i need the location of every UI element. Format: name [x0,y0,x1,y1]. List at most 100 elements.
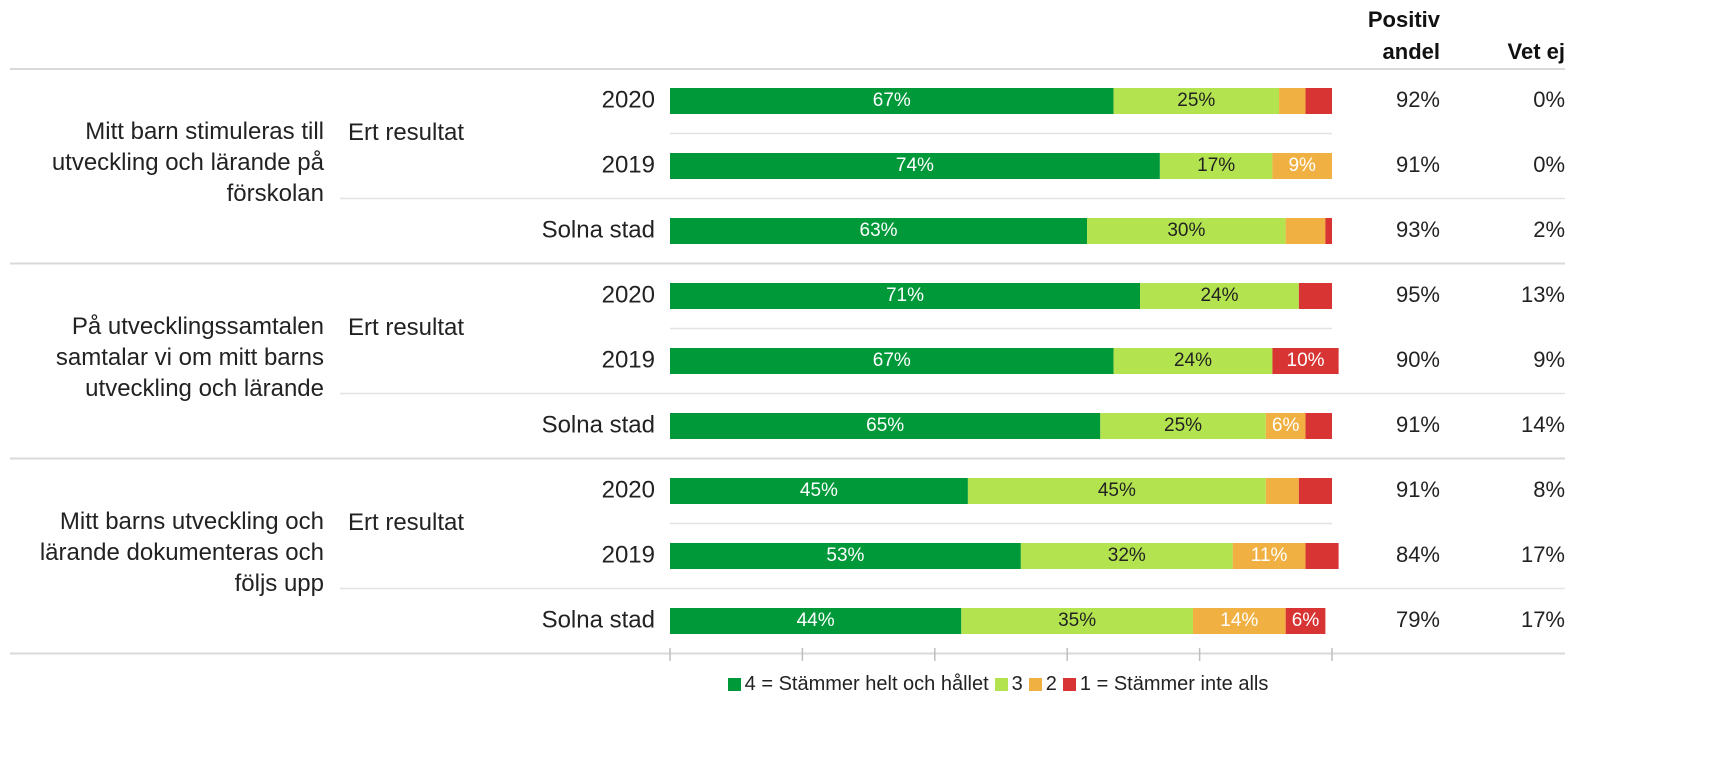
bar-segment [1298,283,1332,309]
bar-segment [1285,608,1326,634]
category-label: 2019 [602,151,655,178]
column-value: 79% [1396,607,1440,632]
bar-segment [1087,218,1286,244]
value-label: 14% [1220,610,1258,631]
value-label: 30% [1167,220,1205,241]
legend-item: 4 = Stämmer helt och hållet [727,673,989,696]
column-value: 8% [1533,477,1565,502]
bar-segment [1192,608,1286,634]
question-label: På utvecklingssamtalen samtalar vi om mi… [55,312,324,402]
value-label: 67% [873,90,911,111]
bar-segment [1100,413,1266,439]
legend-swatch [994,678,1008,691]
column-value: 91% [1396,412,1440,437]
column-value: 2% [1533,217,1565,242]
legend-label: 2 [1045,673,1057,695]
category-label: 2020 [602,281,655,308]
column-value: 93% [1396,217,1440,242]
bar-segment [1305,413,1332,439]
bar-segment [670,153,1160,179]
value-label: 6% [1292,610,1320,631]
bar-segment [670,543,1021,569]
legend-label: 1 = Stämmer inte alls [1079,673,1269,695]
bar-segment [1113,88,1280,114]
value-label: 10% [1287,350,1325,371]
sublabel: Ert resultat [348,119,464,146]
legend-label: 4 = Stämmer helt och hållet [744,673,989,695]
legend-swatch [1028,678,1042,691]
legend-swatch [727,678,741,691]
column-value: 17% [1521,542,1565,567]
value-label: 24% [1200,285,1238,306]
value-label: 9% [1288,155,1316,176]
category-label: 2020 [602,476,655,503]
value-label: 45% [800,480,838,501]
bar-segment [670,283,1141,309]
column-value: 95% [1396,282,1440,307]
value-label: 53% [826,545,864,566]
sublabel: Ert resultat [348,314,464,341]
column-value: 0% [1533,152,1565,177]
column-value: 14% [1521,412,1565,437]
category-label: Solna stad [542,411,655,438]
legend: 4 = Stämmer helt och hållet 3 2 1 = Stämmer… [0,673,1719,696]
value-label: 32% [1108,545,1146,566]
bar-segment [1272,348,1339,374]
value-label: 74% [896,155,934,176]
bar-segment [1265,413,1306,439]
bar-segment [670,218,1088,244]
bar-segment [670,88,1114,114]
value-label: 63% [860,220,898,241]
bar-segment [1305,88,1332,114]
bar-segment [961,608,1193,634]
column-value: 91% [1396,152,1440,177]
bar-segment [1298,478,1332,504]
value-label: 25% [1164,415,1202,436]
column-value: 17% [1521,607,1565,632]
column-value: 0% [1533,87,1565,112]
column-header: Positiv andel [1367,7,1440,64]
bar-segment [1232,543,1306,569]
question-label: Mitt barns utveckling och lärande dokume… [39,507,324,597]
bar-segment [1325,218,1332,244]
value-label: 25% [1177,90,1215,111]
value-label: 67% [873,350,911,371]
bar-segment [670,348,1114,374]
bar-segment [1265,478,1299,504]
category-label: Solna stad [542,606,655,633]
legend-item: 1 = Stämmer inte alls [1062,673,1269,696]
column-value: 9% [1533,347,1565,372]
column-value: 13% [1521,282,1565,307]
bar-segment [670,608,962,634]
bar-segment [1285,218,1326,244]
column-header: Vet ej [1507,39,1565,64]
value-label: 35% [1058,610,1096,631]
column-value: 92% [1396,87,1440,112]
column-value: 91% [1396,477,1440,502]
category-label: Solna stad [542,216,655,243]
category-label: 2019 [602,541,655,568]
bar-segment [967,478,1266,504]
question-label: Mitt barn stimuleras till utveckling och… [51,117,324,207]
bar-segment [1113,348,1273,374]
bar-segment [1159,153,1273,179]
value-label: 44% [797,610,835,631]
value-label: 65% [866,415,904,436]
bar-segment [1140,283,1299,309]
legend-item: 3 [994,673,1023,696]
legend-item: 2 [1028,673,1057,696]
category-label: 2020 [602,86,655,113]
bar-segment [1272,153,1332,179]
bar-segment [1020,543,1233,569]
column-value: 84% [1396,542,1440,567]
value-label: 24% [1174,350,1212,371]
bar-segment [670,413,1101,439]
bar-segment [1305,543,1339,569]
category-label: 2019 [602,346,655,373]
legend-label: 3 [1011,673,1023,695]
value-label: 11% [1251,545,1288,566]
value-label: 6% [1272,415,1300,436]
value-label: 17% [1197,155,1235,176]
